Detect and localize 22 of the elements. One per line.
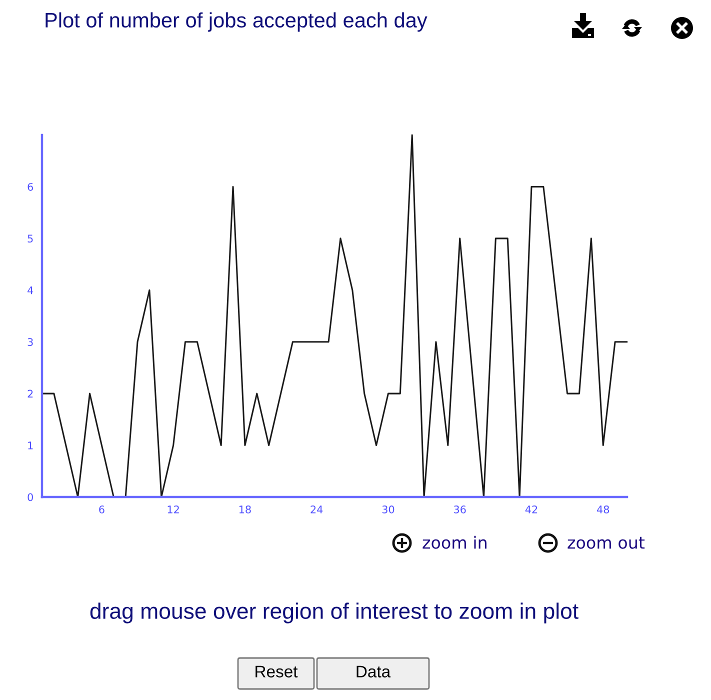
- x-tick-label: 48: [597, 506, 610, 514]
- y-tick-label: 6: [28, 182, 34, 191]
- text: Data: [356, 666, 391, 678]
- x-tick-label: 36: [454, 506, 466, 514]
- x-tick-label: 42: [525, 506, 538, 514]
- line-series: [41, 134, 628, 498]
- y-tick-label: 2: [28, 390, 33, 398]
- x-tick-label: 24: [310, 506, 323, 514]
- y-tick-label: 0: [28, 493, 33, 502]
- chart-title: Plot of number of jobs accepted each day: [46, 12, 428, 32]
- x-tick-label: 12: [168, 506, 179, 514]
- y-tick-label: 4: [28, 286, 34, 294]
- text: drag mouse over region of interest to zoom in plot: [90, 602, 578, 624]
- y-tick-label: 5: [28, 234, 33, 243]
- text: zoom out: [568, 536, 645, 549]
- x-tick-label: 30: [382, 506, 394, 514]
- text: zoom in: [422, 536, 486, 549]
- y-tick-label: 1: [28, 442, 33, 450]
- x-tick-label: 18: [239, 506, 251, 514]
- x-tick-label: 6: [99, 506, 104, 514]
- y-tick-label: 3: [28, 338, 33, 346]
- text: Reset: [256, 666, 298, 678]
